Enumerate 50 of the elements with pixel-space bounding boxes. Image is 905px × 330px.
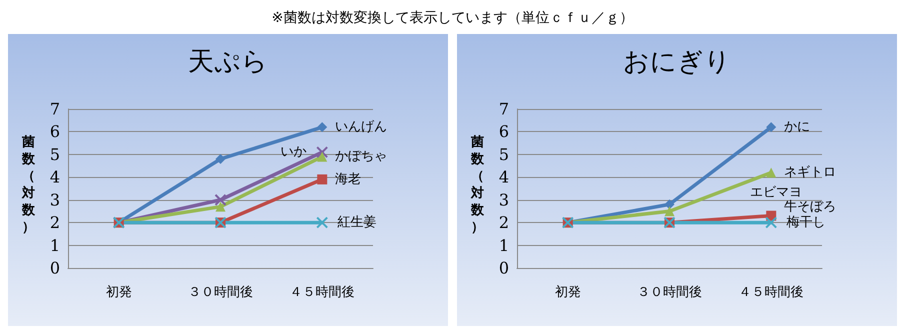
series-label: いんげん [335, 120, 388, 135]
y-tick-label: 6 [50, 122, 60, 142]
y-tick-label: 7 [50, 100, 60, 118]
y-tick-label: 0 [50, 258, 60, 278]
point [766, 122, 776, 132]
y-tick-label: 4 [50, 168, 60, 187]
x-tick-label: 初発 [106, 285, 132, 300]
series-label: 紅生姜 [338, 214, 377, 230]
chart-title: 天ぷら [188, 47, 268, 77]
series-label: ネギトロ [784, 165, 836, 180]
point [216, 202, 226, 212]
x-tick-label: ４５時間後 [290, 285, 355, 300]
point [214, 194, 226, 206]
series-label: かぼちゃ [335, 149, 388, 164]
y-tick-label: 3 [50, 190, 60, 210]
point [316, 146, 328, 158]
y-tick-label: 3 [498, 190, 509, 210]
y-tick-label: 2 [50, 213, 60, 232]
point [317, 174, 328, 184]
chart-title: おにぎり [623, 47, 731, 77]
y-tick-label: 5 [50, 144, 60, 164]
series-label: 牛そぼろ [784, 199, 836, 214]
y-tick-label: 5 [498, 144, 509, 164]
y-tick-label: 4 [498, 168, 509, 187]
y-tick-label: 7 [498, 100, 509, 118]
point [766, 168, 776, 178]
y-tick-label: 1 [50, 236, 60, 255]
y-axis-title: 菌数（対数） [470, 135, 485, 235]
text: ※菌数は対数変換して表示しています（単位ｃｆｕ／ｇ） [272, 10, 634, 26]
x-tick-label: 初発 [554, 285, 581, 300]
series-label: 海老 [335, 172, 362, 187]
y-axis-title: 菌数（対数） [21, 135, 36, 235]
y-tick-label: 2 [498, 213, 509, 232]
point [317, 122, 328, 132]
y-tick-label: 0 [498, 258, 509, 278]
series-label: 梅干し [786, 215, 826, 230]
series-label: いか [280, 144, 307, 160]
annotation: エビマヨ [750, 185, 802, 200]
point [216, 154, 226, 164]
y-tick-label: 6 [498, 122, 509, 142]
point [664, 206, 674, 216]
x-tick-label: ３０時間後 [637, 285, 702, 300]
x-tick-label: ４５時間後 [738, 285, 804, 300]
point [664, 199, 674, 210]
point [316, 216, 328, 229]
point [765, 216, 778, 229]
y-tick-label: 1 [498, 236, 509, 255]
point [317, 152, 328, 162]
x-tick-label: ３０時間後 [188, 285, 253, 300]
series-label: かに [784, 120, 810, 135]
